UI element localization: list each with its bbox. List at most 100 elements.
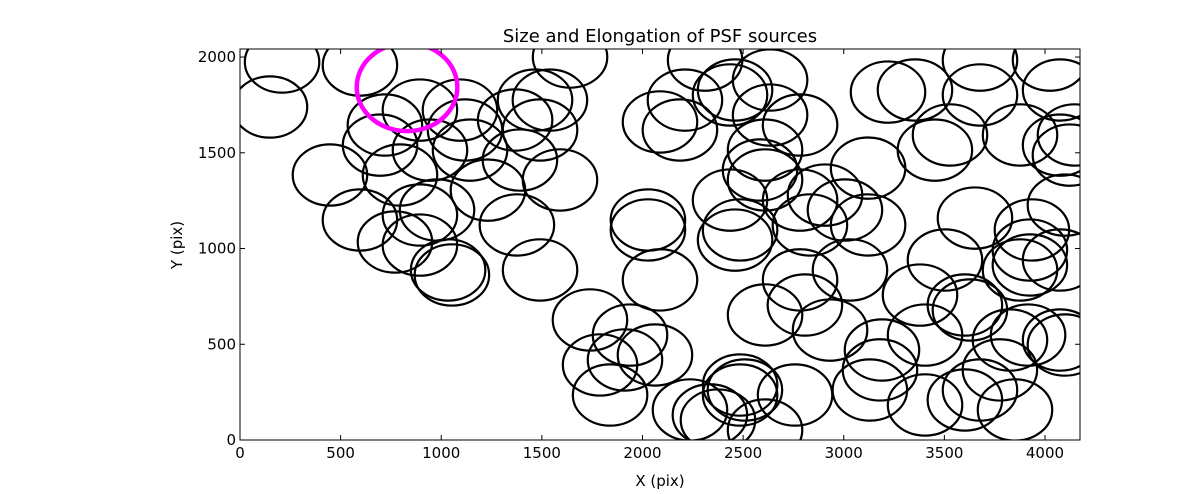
psf-source-ellipse: [876, 58, 954, 122]
psf-source-ellipse: [531, 49, 609, 89]
psf-source-ellipse: [841, 338, 919, 402]
psf-source-ellipse: [586, 328, 664, 392]
psf-source-ellipse: [426, 98, 504, 162]
y-axis-label: Y (pix): [168, 221, 186, 270]
psf-source-ellipse: [409, 238, 487, 302]
psf-source-ellipse: [731, 83, 809, 147]
y-tick-label: 1500: [198, 144, 236, 162]
x-tick-label: 4000: [1026, 444, 1064, 462]
psf-source-ellipse: [726, 398, 804, 440]
x-tick-label: 2000: [623, 444, 661, 462]
x-tick-label: 1000: [422, 444, 460, 462]
psf-source-ellipse: [511, 68, 589, 132]
psf-source-ellipse: [756, 363, 834, 427]
psf-source-ellipse: [501, 238, 579, 302]
psf-source-ellipse: [651, 378, 729, 440]
psf-source-ellipse: [701, 363, 779, 427]
psf-source-ellipse: [321, 49, 399, 97]
psf-source-ellipse: [906, 228, 984, 292]
psf-source-ellipse: [481, 128, 559, 192]
plot-area: [240, 49, 1080, 440]
psf-source-ellipse: [1021, 58, 1080, 122]
psf-source-ellipse: [346, 93, 424, 157]
psf-source-ellipse: [240, 75, 309, 139]
psf-source-ellipse: [849, 60, 927, 124]
psf-source-ellipse: [981, 103, 1059, 167]
psf-source-ellipse: [886, 373, 964, 437]
y-tick-label: 2000: [198, 48, 236, 66]
psf-source-ellipse: [976, 378, 1054, 440]
psf-source-ellipse: [1036, 103, 1080, 167]
y-tick-label: 500: [207, 335, 236, 353]
psf-source-ellipse: [641, 98, 719, 162]
psf-source-ellipse: [1021, 228, 1080, 292]
x-tick-label: 2500: [724, 444, 762, 462]
psf-source-ellipse: [1026, 173, 1080, 237]
psf-source-ellipse: [609, 198, 687, 262]
psf-source-ellipse: [936, 186, 1014, 250]
psf-source-ellipse: [696, 58, 774, 122]
psf-source-ellipse: [1026, 313, 1080, 377]
psf-source-ellipse: [551, 288, 629, 352]
psf-source-ellipse: [766, 273, 844, 337]
psf-source-ellipse: [806, 178, 884, 242]
psf-source-ellipse: [646, 68, 724, 132]
x-tick-label: 1500: [523, 444, 561, 462]
psf-source-ellipse: [941, 358, 1019, 422]
psf-source-ellipse: [1011, 49, 1080, 92]
psf-source-ellipse: [896, 118, 974, 182]
x-tick-label: 3500: [925, 444, 963, 462]
psf-source-ellipse: [521, 148, 599, 212]
psf-source-ellipse: [421, 78, 499, 142]
psf-source-ellipse: [381, 183, 459, 247]
psf-source-ellipse: [1021, 113, 1080, 177]
psf-source-ellipse: [829, 193, 907, 257]
psf-source-ellipse: [701, 198, 779, 262]
psf-source-ellipse: [726, 118, 804, 182]
psf-source-ellipse: [726, 283, 804, 347]
psf-source-ellipse: [991, 233, 1069, 297]
psf-source-ellipse: [431, 118, 509, 182]
axis-ticks: 0 500 1000 1500 2000 2500 3000 3500 4000 0 500 1000…: [198, 48, 1080, 462]
psf-source-ellipse: [696, 208, 774, 272]
chart-title: Size and Elongation of PSF sources: [503, 26, 817, 47]
psf-source-ellipse: [761, 93, 839, 157]
psf-source-ellipse: [478, 193, 556, 257]
psf-source-ellipse: [1021, 308, 1080, 372]
psf-source-ellipse: [691, 63, 769, 127]
highlighted-source-ellipse: [354, 49, 460, 134]
psf-source-ellipse: [941, 49, 1019, 92]
psf-source-ellipse: [941, 63, 1019, 127]
psf-source-ellipse: [243, 49, 321, 94]
x-tick-label: 0: [235, 444, 245, 462]
psf-source-ellipse: [621, 90, 699, 154]
psf-source-ellipse: [291, 143, 369, 207]
psf-source-ellipse: [926, 273, 1004, 337]
psf-source-ellipse: [881, 263, 959, 327]
axes-frame: [239, 48, 1081, 441]
psf-source-ellipse: [691, 168, 769, 232]
psf-source-ellipse: [771, 193, 849, 257]
psf-source-ellipse: [961, 338, 1039, 402]
psf-source-ellipse: [989, 303, 1067, 367]
psf-source-ellipse: [843, 318, 921, 382]
psf-source-ellipse: [791, 298, 869, 362]
psf-source-ellipse: [591, 303, 669, 367]
psf-source-ellipse: [811, 238, 889, 302]
psf-source-ellipse: [571, 363, 649, 427]
psf-source-ellipse: [381, 78, 459, 142]
psf-source-ellipse: [321, 188, 399, 252]
psf-source-ellipse: [356, 210, 434, 274]
y-tick-label: 0: [226, 431, 236, 449]
psf-source-ellipse: [761, 168, 839, 232]
psf-source-ellipse: [413, 243, 491, 307]
psf-source-ellipse: [911, 103, 989, 167]
x-tick-label: 3000: [825, 444, 863, 462]
x-axis-label: X (pix): [635, 472, 684, 490]
psf-source-ellipse: [609, 188, 687, 252]
psf-source-ellipse: [679, 388, 757, 440]
psf-source-ellipse: [829, 136, 907, 200]
psf-source-ellipse: [501, 98, 579, 162]
psf-source-ellipse: [981, 238, 1059, 302]
